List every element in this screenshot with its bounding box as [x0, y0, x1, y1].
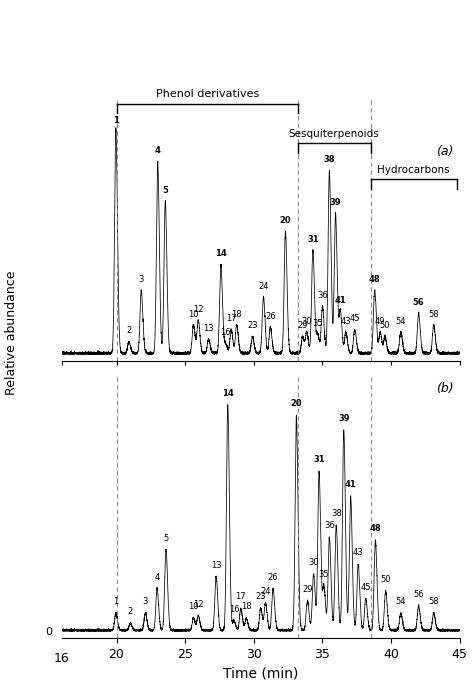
Text: 54: 54	[395, 316, 406, 325]
Text: 31: 31	[313, 455, 325, 464]
Text: 41: 41	[345, 480, 356, 489]
Text: 54: 54	[395, 598, 406, 606]
Text: 5: 5	[162, 186, 168, 195]
Text: 26: 26	[265, 312, 275, 321]
Text: 5: 5	[164, 534, 169, 543]
Text: 24: 24	[260, 587, 271, 596]
Text: 58: 58	[428, 598, 439, 606]
Text: 17: 17	[226, 314, 237, 323]
Text: 1: 1	[113, 598, 118, 606]
Text: 26: 26	[268, 573, 278, 582]
Text: 43: 43	[353, 548, 364, 557]
Text: 16: 16	[228, 604, 239, 613]
Text: 4: 4	[155, 573, 160, 582]
Text: 36: 36	[317, 291, 328, 300]
Text: 10: 10	[188, 602, 199, 611]
Text: 17: 17	[236, 592, 246, 601]
Text: 56: 56	[413, 298, 424, 307]
Text: Hydrocarbons: Hydrocarbons	[377, 164, 450, 175]
Text: 48: 48	[369, 275, 381, 284]
X-axis label: Time (min): Time (min)	[223, 667, 299, 681]
Text: 56: 56	[413, 590, 424, 599]
Text: 20: 20	[291, 399, 302, 408]
Text: 29: 29	[302, 585, 313, 594]
Text: 39: 39	[330, 198, 341, 207]
Text: 23: 23	[255, 592, 266, 601]
Text: 20: 20	[280, 217, 291, 226]
Text: 24: 24	[258, 282, 269, 291]
Text: 29: 29	[297, 321, 308, 330]
Text: 30: 30	[301, 316, 312, 325]
Text: 36: 36	[324, 521, 335, 530]
Text: 3: 3	[138, 275, 144, 284]
Text: 12: 12	[193, 305, 203, 314]
Text: Sesquiterpenoids: Sesquiterpenoids	[289, 129, 380, 139]
Text: 18: 18	[231, 310, 242, 319]
Text: 35: 35	[312, 319, 323, 328]
Text: 31: 31	[307, 235, 319, 244]
Text: Relative abundance: Relative abundance	[5, 271, 18, 396]
Text: 14: 14	[222, 389, 234, 398]
Text: 45: 45	[361, 582, 371, 591]
Text: Phenol derivatives: Phenol derivatives	[155, 89, 259, 99]
Text: 50: 50	[381, 575, 391, 584]
Text: 41: 41	[335, 296, 346, 305]
Text: 38: 38	[331, 509, 342, 518]
Text: 4: 4	[155, 146, 161, 155]
Text: 45: 45	[349, 314, 360, 323]
Text: 38: 38	[324, 155, 335, 164]
Text: 18: 18	[241, 602, 252, 611]
Text: 13: 13	[211, 561, 221, 570]
Text: 16: 16	[220, 328, 231, 337]
Text: 23: 23	[247, 321, 258, 330]
Text: (a): (a)	[437, 144, 454, 158]
Text: 1: 1	[113, 116, 119, 125]
Text: 58: 58	[428, 310, 439, 319]
Text: 12: 12	[193, 600, 203, 609]
Text: 14: 14	[215, 249, 227, 258]
Text: 10: 10	[188, 310, 199, 319]
Text: 3: 3	[143, 598, 148, 606]
Text: 30: 30	[308, 558, 319, 567]
Text: 50: 50	[380, 321, 390, 330]
Text: (b): (b)	[436, 382, 454, 396]
Text: 39: 39	[338, 414, 349, 423]
Text: 16: 16	[54, 652, 70, 665]
Text: 2: 2	[126, 326, 131, 335]
Text: 43: 43	[340, 316, 351, 325]
Text: 49: 49	[375, 316, 385, 325]
Text: 2: 2	[128, 607, 133, 616]
Text: 35: 35	[319, 570, 329, 579]
Text: 13: 13	[203, 323, 214, 332]
Text: 48: 48	[370, 524, 381, 533]
